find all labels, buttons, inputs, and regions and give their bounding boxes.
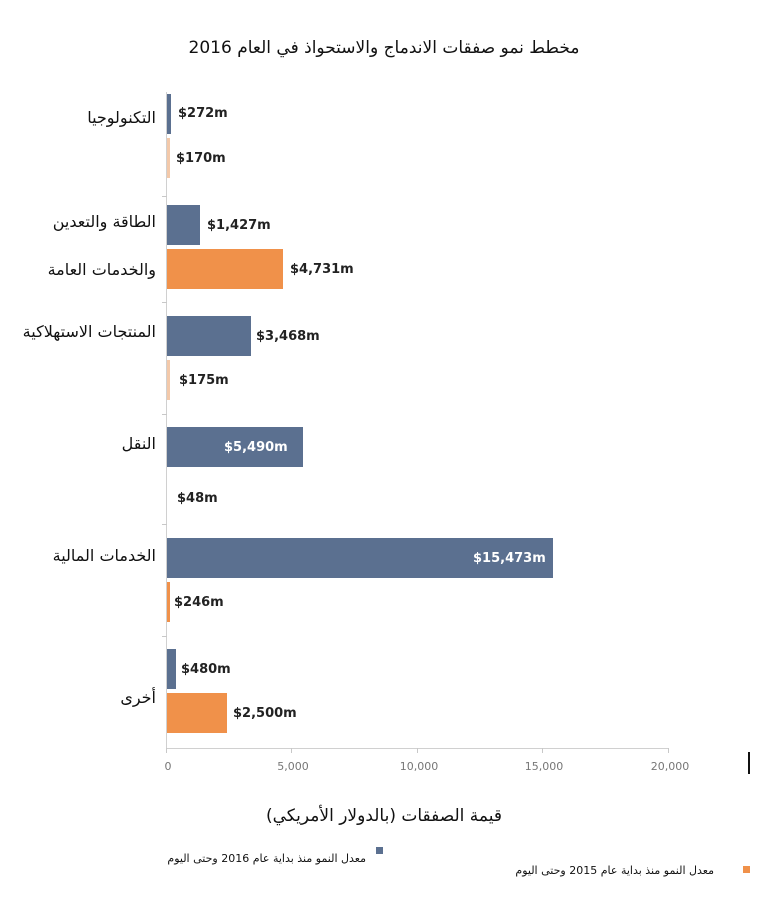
value-label: $170m (176, 151, 226, 166)
x-tick-label: 10,000 (399, 760, 439, 773)
category-label-financial: الخدمات المالية (52, 546, 156, 565)
y-axis-tick (162, 414, 167, 415)
legend-swatch-2015 (743, 866, 750, 873)
category-label-consumer: المنتجات الاستهلاكية (22, 322, 156, 341)
value-label: $1,427m (207, 218, 271, 233)
y-axis-tick (162, 636, 167, 637)
bar-financial-2016 (167, 538, 553, 578)
value-label: $246m (174, 595, 224, 610)
x-tick-label: 20,000 (650, 760, 690, 773)
value-label: $3,468m (256, 329, 320, 344)
category-label-energy-line2: والخدمات العامة (47, 260, 156, 279)
legend-swatch-2016 (376, 847, 383, 854)
category-label-other: أخرى (120, 688, 156, 707)
legend-label-2016: معدل النمو منذ بداية عام 2016 وحتى اليوم (167, 852, 366, 865)
value-label: $175m (179, 373, 229, 388)
value-label: $5,490m (224, 440, 288, 455)
x-axis-tick (668, 748, 669, 753)
y-axis-tick (162, 302, 167, 303)
x-axis-tick (417, 748, 418, 753)
x-tick-label: 5,000 (277, 760, 309, 773)
bar-transport-2016 (167, 427, 303, 467)
bar-technology-2016 (167, 94, 171, 134)
y-axis-tick (162, 196, 167, 197)
value-label: $480m (181, 662, 231, 677)
y-axis (166, 92, 167, 748)
bar-technology-2015 (167, 138, 170, 178)
bar-other-2015 (167, 693, 227, 733)
x-tick-label: 0 (164, 760, 172, 773)
x-axis-title: قيمة الصفقات (بالدولار الأمريكي) (265, 806, 503, 826)
bar-energy-2015 (167, 249, 283, 289)
value-label: $272m (178, 106, 228, 121)
x-tick-label: 15,000 (524, 760, 564, 773)
bar-consumer-2016 (167, 316, 251, 356)
legend-label-2015: معدل النمو منذ بداية عام 2015 وحتى اليوم (515, 864, 714, 877)
value-label: $2,500m (233, 706, 297, 721)
x-axis-tick (542, 748, 543, 753)
value-label: $4,731m (290, 262, 354, 277)
value-label: $15,473m (473, 551, 546, 566)
bar-other-2016 (167, 649, 176, 689)
bar-financial-2015 (167, 582, 170, 622)
chart-title: مخطط نمو صفقات الاندماج والاستحواذ في ال… (188, 38, 580, 58)
x-axis-tick (291, 748, 292, 753)
value-label: $48m (177, 491, 218, 506)
text-cursor (748, 752, 750, 774)
bar-consumer-2015 (167, 360, 170, 400)
x-axis-tick (166, 748, 167, 753)
category-label-transport: النقل (121, 434, 156, 453)
category-label-technology: التكنولوجيا (87, 108, 156, 127)
category-label-energy-line1: الطاقة والتعدين (52, 212, 156, 231)
y-axis-tick (162, 524, 167, 525)
bar-energy-2016 (167, 205, 200, 245)
